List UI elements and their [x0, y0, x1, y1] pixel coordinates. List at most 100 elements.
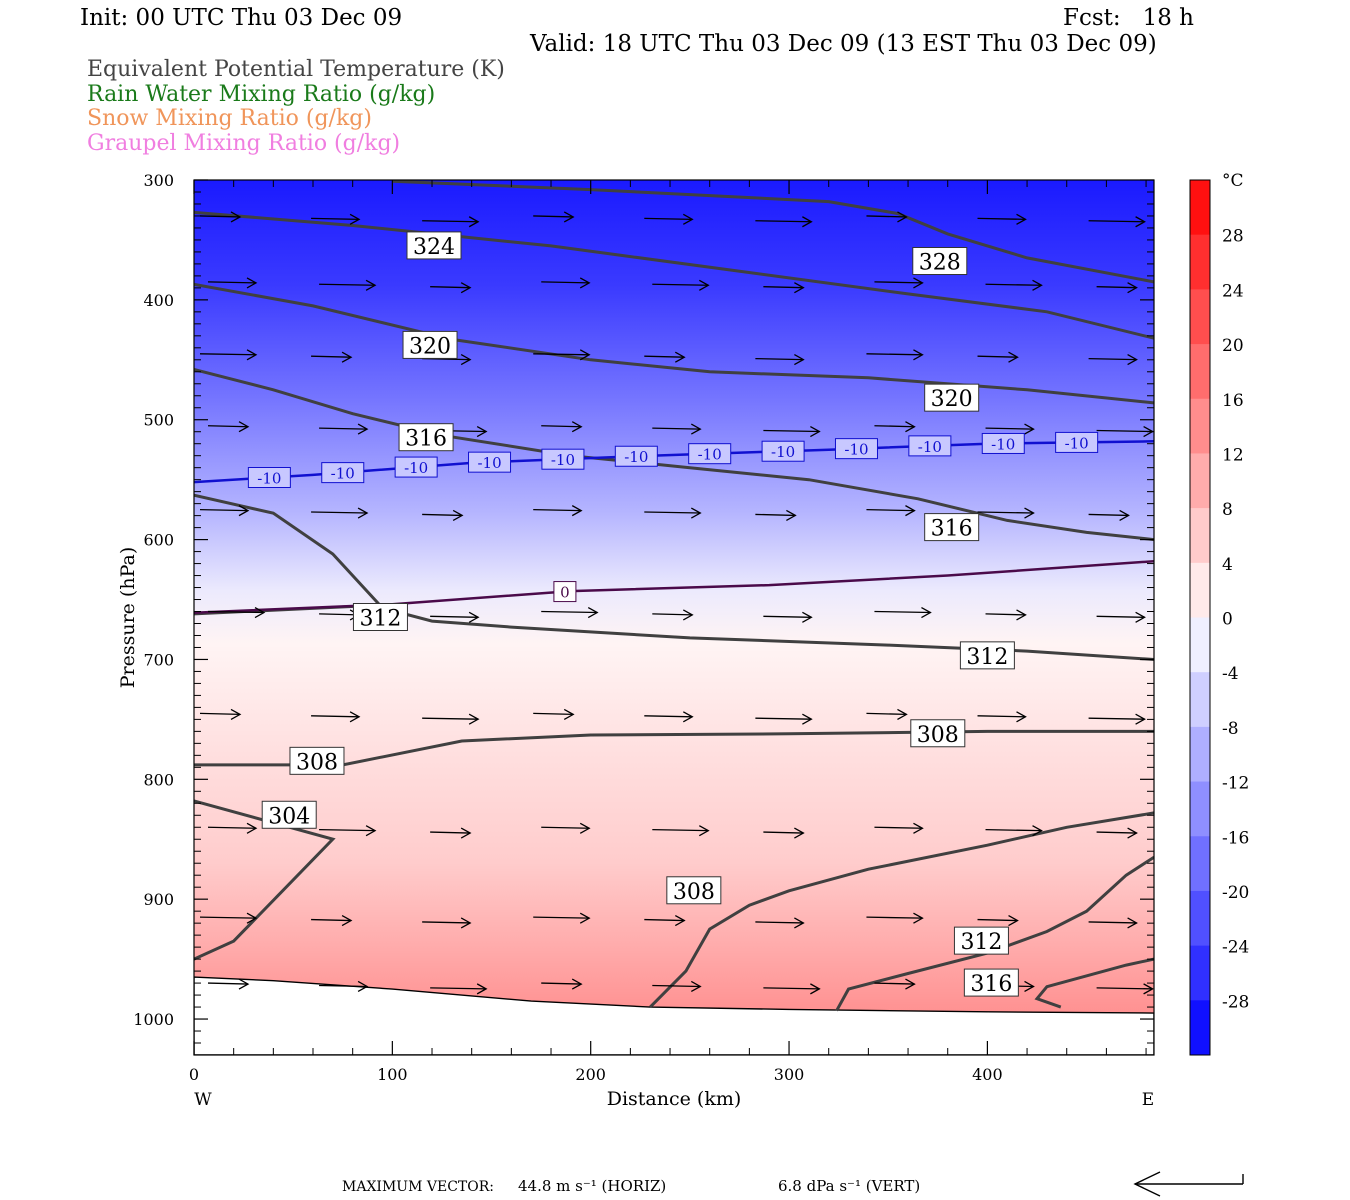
wind-vector: [874, 421, 916, 433]
max-vector-footer: MAXIMUM VECTOR: 44.8 m s⁻¹ (HORIZ) 6.8 dPa…: [342, 1171, 1244, 1197]
svg-text:308: 308: [673, 880, 715, 905]
svg-text:-10: -10: [551, 451, 575, 469]
wind-vector: [533, 708, 575, 720]
wind-vector: [199, 912, 258, 924]
wind-vector: [533, 912, 591, 924]
wind-vector: [755, 713, 813, 725]
wind-vector: [319, 980, 369, 993]
svg-text:316: 316: [931, 517, 973, 542]
wind-vector: [652, 980, 702, 993]
wind-vector: [541, 606, 599, 619]
wind-vector: [652, 609, 694, 621]
legend-snow: Snow Mixing Ratio (g/kg): [87, 106, 372, 131]
init-time: Init: 00 UTC Thu 03 Dec 09: [80, 5, 403, 31]
theta-e-label: 320: [924, 383, 980, 412]
colorbar-tick-label: 0: [1222, 610, 1233, 630]
x-tick-label: 100: [377, 1065, 408, 1084]
colorbar-band: [1190, 836, 1210, 892]
y-axis-label: Pressure (hPa): [117, 547, 139, 689]
theta-e-label: 316: [963, 968, 1019, 997]
temperature-label: -10: [614, 445, 658, 467]
wind-vector: [1088, 917, 1138, 929]
colorbar: °C 28 24 20 16 12 8 4 0 -4 -8 -12 -16 -20 -24 -28: [1189, 171, 1249, 1056]
wind-vector: [763, 282, 805, 294]
wind-vector: [755, 917, 805, 929]
colorbar-tick-label: 12: [1222, 445, 1244, 465]
wind-vector: [319, 279, 377, 291]
theta-e-label: 308: [289, 746, 345, 775]
temperature-label: -10: [688, 443, 732, 465]
svg-text:320: 320: [409, 334, 451, 359]
svg-text:312: 312: [960, 930, 1002, 955]
wind-vector: [1088, 713, 1146, 725]
wind-vector: [652, 825, 710, 837]
wind-vector: [541, 421, 583, 433]
x-end-east: E: [1142, 1090, 1154, 1110]
theta-e-label: 328: [912, 247, 968, 276]
theta-e-label: 324: [406, 231, 462, 260]
theta-e-label: 316: [924, 513, 980, 542]
max-vector-label: MAXIMUM VECTOR:: [342, 1179, 494, 1195]
legend-graupel: Graupel Mixing Ratio (g/kg): [87, 131, 401, 156]
wind-vector: [541, 822, 591, 834]
wind-vector: [207, 822, 258, 834]
colorbar-band: [1190, 890, 1210, 947]
theta-e-label: 316: [398, 423, 454, 452]
theta-e-contour: [194, 210, 1154, 340]
wind-vector: [1088, 509, 1130, 521]
colorbar-band: [1190, 344, 1210, 400]
wind-vector: [199, 349, 258, 361]
wind-vector: [1088, 354, 1138, 366]
y-tick-label: 400: [143, 291, 174, 310]
wind-vector: [977, 351, 1019, 363]
max-vector-vert: 6.8 dPa s⁻¹ (VERT): [778, 1177, 920, 1195]
svg-text:0: 0: [560, 584, 570, 602]
svg-text:-10: -10: [918, 438, 942, 456]
colorbar-tick-label: -20: [1222, 883, 1249, 903]
colorbar-tick-label: -24: [1222, 938, 1249, 958]
wind-vector: [207, 978, 250, 990]
colorbar-band: [1190, 617, 1210, 673]
theta-e-contour: [649, 811, 1154, 1009]
wind-vector: [644, 351, 686, 363]
reference-vector-arrow: [1133, 1171, 1244, 1197]
wind-vector: [985, 423, 1035, 435]
wind-vector: [866, 211, 908, 223]
colorbar-band: [1190, 562, 1210, 618]
wind-vector: [874, 606, 932, 619]
colorbar-unit: °C: [1222, 171, 1244, 191]
y-tick-label: 700: [143, 650, 174, 669]
colorbar-band: [1190, 180, 1210, 236]
wind-vector: [541, 978, 583, 990]
temperature-label: -10: [541, 448, 585, 470]
colorbar-band: [1190, 289, 1210, 345]
temperature-label: -10: [394, 456, 438, 478]
wind-vector: [1096, 282, 1138, 294]
wind-vector: [985, 609, 1027, 621]
svg-text:304: 304: [268, 804, 310, 829]
temperature-label: -10: [981, 432, 1025, 454]
wind-vector: [207, 606, 266, 619]
max-vector-horiz: 44.8 m s⁻¹ (HORIZ): [518, 1177, 666, 1195]
colorbar-tick-label: 20: [1222, 336, 1244, 356]
wind-vector: [874, 277, 924, 289]
wind-vector: [866, 505, 916, 517]
colorbar-band: [1190, 398, 1210, 454]
wind-vector: [422, 917, 472, 929]
x-end-west: W: [194, 1090, 212, 1110]
svg-text:-10: -10: [331, 465, 355, 483]
wind-vector: [311, 507, 369, 519]
x-tick-label: 300: [774, 1065, 805, 1084]
wind-vector: [199, 505, 250, 517]
svg-text:-10: -10: [991, 435, 1015, 453]
wind-vector: [533, 211, 575, 223]
valid-time: Valid: 18 UTC Thu 03 Dec 09 (13 EST Thu …: [530, 31, 1157, 57]
svg-text:-10: -10: [624, 448, 648, 466]
theta-e-contour: [835, 855, 1154, 1012]
wind-vector: [1088, 216, 1146, 228]
wind-vector: [533, 505, 583, 517]
wind-vector: [763, 611, 813, 623]
theta-e-contour: [194, 493, 384, 609]
wind-vector: [541, 277, 591, 289]
temperature-label: 0: [553, 581, 577, 603]
